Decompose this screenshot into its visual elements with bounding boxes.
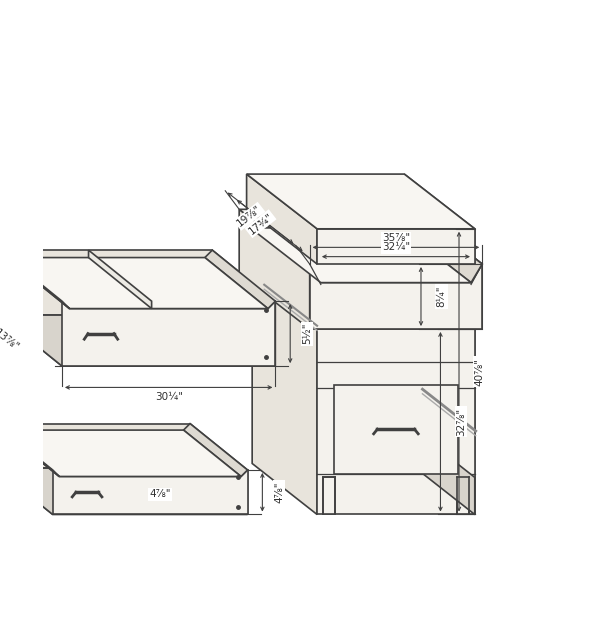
Polygon shape bbox=[0, 250, 70, 308]
Polygon shape bbox=[410, 278, 475, 514]
Polygon shape bbox=[250, 228, 471, 283]
Polygon shape bbox=[412, 209, 482, 329]
Polygon shape bbox=[323, 477, 335, 514]
Text: 4⅞": 4⅞" bbox=[274, 482, 284, 503]
Polygon shape bbox=[7, 258, 268, 308]
Polygon shape bbox=[190, 423, 248, 514]
Text: 32¼": 32¼" bbox=[382, 242, 410, 252]
Text: 19⅞": 19⅞" bbox=[235, 204, 263, 229]
Polygon shape bbox=[401, 209, 482, 283]
Text: 8¼": 8¼" bbox=[436, 286, 446, 307]
Polygon shape bbox=[334, 385, 458, 474]
Polygon shape bbox=[317, 329, 475, 514]
Polygon shape bbox=[239, 209, 482, 264]
Polygon shape bbox=[317, 229, 475, 264]
Polygon shape bbox=[0, 250, 212, 315]
Polygon shape bbox=[457, 477, 469, 514]
Polygon shape bbox=[89, 250, 152, 308]
Text: 30¼": 30¼" bbox=[155, 392, 182, 402]
Polygon shape bbox=[0, 423, 59, 477]
Polygon shape bbox=[0, 423, 190, 468]
Polygon shape bbox=[53, 470, 248, 477]
Polygon shape bbox=[252, 278, 317, 514]
Text: 4⅞": 4⅞" bbox=[149, 489, 170, 499]
Text: 35⅞": 35⅞" bbox=[382, 233, 410, 243]
Text: 5½": 5½" bbox=[302, 323, 312, 344]
Polygon shape bbox=[205, 250, 275, 308]
Polygon shape bbox=[2, 430, 241, 477]
Polygon shape bbox=[212, 250, 275, 366]
Polygon shape bbox=[184, 423, 248, 477]
Polygon shape bbox=[62, 301, 275, 308]
Polygon shape bbox=[310, 264, 482, 283]
Text: 40⅞": 40⅞" bbox=[475, 358, 484, 386]
Polygon shape bbox=[0, 250, 62, 366]
Text: 32⅞": 32⅞" bbox=[456, 408, 466, 436]
Polygon shape bbox=[239, 209, 310, 329]
Text: 13⅞": 13⅞" bbox=[0, 328, 20, 353]
Polygon shape bbox=[247, 174, 475, 229]
Polygon shape bbox=[404, 174, 475, 264]
Polygon shape bbox=[0, 423, 53, 514]
Polygon shape bbox=[310, 264, 482, 329]
Polygon shape bbox=[0, 315, 275, 366]
Polygon shape bbox=[410, 427, 475, 514]
Polygon shape bbox=[247, 174, 317, 264]
Polygon shape bbox=[0, 468, 248, 514]
Polygon shape bbox=[53, 470, 248, 514]
Text: 17¾": 17¾" bbox=[247, 211, 275, 236]
Polygon shape bbox=[62, 301, 275, 366]
